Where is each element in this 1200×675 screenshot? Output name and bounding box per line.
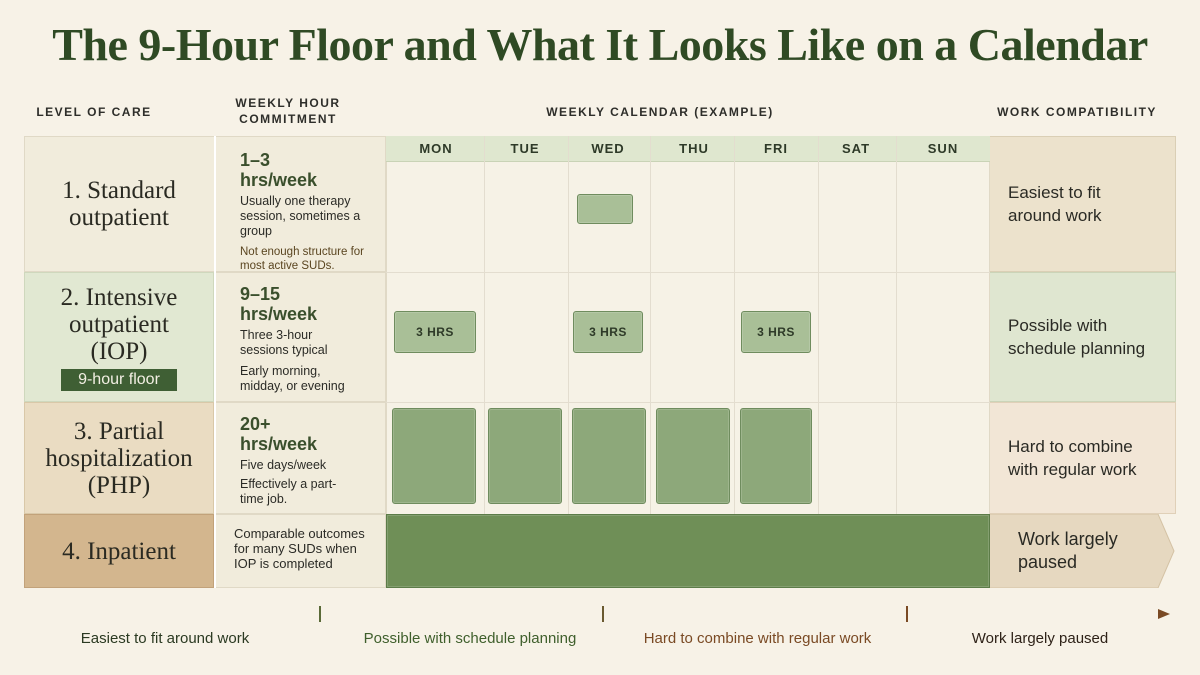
hours-value: 20+ [240, 414, 271, 434]
header-weekly-hour-line2: COMMITMENT [239, 112, 337, 126]
day-header-wed: WED [591, 141, 625, 156]
care-label-line1: 4. Inpatient [62, 537, 176, 565]
work-compatibility-text: Possible with schedule planning [1008, 316, 1146, 358]
care-level-label: 1. Standard outpatient [24, 136, 214, 272]
care-label-line2: outpatient [69, 311, 169, 338]
row-right-bg [988, 272, 1176, 402]
row-right-bg [988, 402, 1176, 514]
day-divider [650, 136, 651, 588]
care-label-line3: (IOP) [90, 338, 148, 365]
hours-description: Three 3-hour sessions typical [240, 328, 328, 357]
day-divider [734, 136, 735, 588]
hours-description: Five days/week [240, 458, 327, 472]
session-block-iop-wed: 3 HRS [573, 311, 643, 353]
session-block-php-mon [392, 408, 476, 504]
day-divider [568, 136, 569, 588]
care-level-label: 2. Intensive outpatient (IOP) 9-hour flo… [24, 272, 214, 402]
hours-value: 1–3 [240, 150, 271, 170]
session-block-php-tue [488, 408, 562, 504]
care-label-line2: hospitalization [45, 444, 193, 472]
page-title: The 9-Hour Floor and What It Looks Like … [52, 19, 1148, 70]
care-label-line1: 3. Partial [73, 417, 165, 445]
header-level-of-care: LEVEL OF CARE [36, 105, 152, 119]
timeline-label-hard: Hard to combine with regular work [643, 630, 872, 647]
care-label-line1: 2. Intensive [60, 284, 178, 311]
hours-note: Effectively a part-time job. [240, 477, 337, 506]
work-compatibility-text: Hard to combine with regular work [1008, 437, 1137, 479]
care-label-line2: outpatient [69, 204, 169, 231]
day-divider [896, 136, 897, 588]
care-level-label: 4. Inpatient [24, 514, 214, 588]
work-compatibility-text: Work largely paused [1018, 529, 1118, 572]
hours-note: Early morning, midday, or evening [240, 364, 345, 393]
hours-cell: 9–15 hrs/week Three 3-hour sessions typi… [214, 272, 386, 402]
hours-cell: Comparable outcomes for many SUDs when I… [214, 514, 386, 588]
header-weekly-hour: WEEKLY HOUR COMMITMENT [228, 95, 348, 127]
work-compatibility-text: Easiest to fit around work [1008, 183, 1102, 225]
nine-hour-floor-badge: 9-hour floor [61, 369, 177, 391]
day-header-fri: FRI [764, 141, 788, 156]
session-block-iop-mon: 3 HRS [394, 311, 476, 353]
day-header-sun: SUN [927, 141, 959, 156]
day-divider [818, 136, 819, 588]
row-mid-bg [214, 272, 386, 402]
hours-cell: 20+ hrs/week Five days/week Effectively … [214, 402, 386, 514]
row-partial-hospitalization: 3. Partial hospitalization (PHP) 20+ hrs… [24, 402, 1176, 514]
hours-cell: 1–3 hrs/week Usually one therapy session… [214, 136, 386, 272]
session-block-php-wed [572, 408, 646, 504]
session-block-php-fri [740, 408, 812, 504]
timeline-label-possible: Possible with schedule planning [363, 630, 577, 647]
timeline-label-paused: Work largely paused [971, 630, 1109, 647]
timeline-label-easiest: Easiest to fit around work [80, 630, 250, 647]
row-right-bg [988, 136, 1176, 272]
hours-unit: hrs/week [240, 170, 318, 190]
row-inpatient: 4. Inpatient Comparable outcomes for man… [24, 513, 1176, 589]
hours-unit: hrs/week [240, 434, 318, 454]
day-header-thu: THU [679, 141, 709, 156]
session-block-standard-wed [577, 194, 633, 224]
hours-value: 9–15 [240, 284, 281, 304]
row-intensive-outpatient: 2. Intensive outpatient (IOP) 9-hour flo… [24, 272, 1176, 402]
row-mid-bg [214, 402, 386, 514]
hours-description: Comparable outcomes for many SUDs when I… [234, 526, 365, 571]
header-work-compatibility: WORK COMPATIBILITY [997, 105, 1157, 119]
header-weekly-hour-line1: WEEKLY HOUR [235, 96, 341, 110]
row-divider [386, 272, 990, 273]
session-block-php-thu [656, 408, 730, 504]
day-header-tue: TUE [510, 141, 540, 156]
row-left-bg [24, 136, 386, 272]
care-label-line1: 1. Standard [62, 177, 176, 204]
row-standard-outpatient: 1. Standard outpatient 1–3 hrs/week Usua… [24, 136, 1176, 272]
day-header-mon: MON [419, 141, 453, 156]
hours-note: Not enough structure for most active SUD… [240, 246, 365, 272]
row-left-bg [24, 272, 214, 402]
hours-description: Usually one therapy session, sometimes a… [240, 194, 361, 238]
session-block-iop-fri: 3 HRS [741, 311, 811, 353]
header-weekly-calendar: WEEKLY CALENDAR (EXAMPLE) [546, 105, 774, 119]
inpatient-full-week-block [386, 514, 990, 588]
day-divider [484, 136, 485, 588]
row-left-bg [24, 514, 214, 588]
row-mid-bg [214, 514, 386, 588]
care-label-line3: (PHP) [87, 471, 151, 499]
weekly-calendar: MON TUE WED THU FRI SAT SUN 3 HRS 3 HRS … [386, 136, 990, 588]
calendar-header-bg [386, 136, 990, 162]
row-left-bg [24, 402, 214, 514]
work-compatibility-timeline [36, 606, 1170, 622]
care-level-label: 3. Partial hospitalization (PHP) [24, 402, 214, 514]
day-header-sat: SAT [841, 141, 871, 156]
row-divider [386, 402, 990, 403]
hours-unit: hrs/week [240, 304, 318, 324]
